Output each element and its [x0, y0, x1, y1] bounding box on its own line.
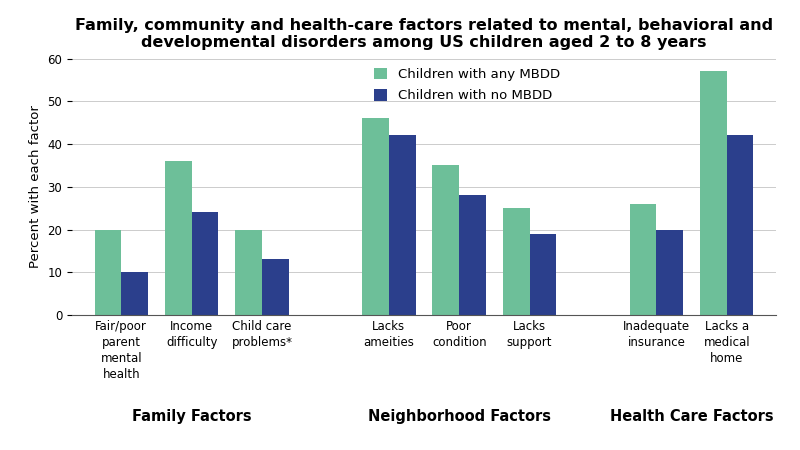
Text: Health Care Factors: Health Care Factors [610, 410, 774, 424]
Bar [122, 272, 148, 315]
Bar [459, 195, 486, 315]
Y-axis label: Percent with each factor: Percent with each factor [29, 105, 42, 268]
Bar [192, 212, 218, 315]
Bar [656, 230, 683, 315]
Bar [726, 135, 754, 315]
Bar [433, 166, 459, 315]
Bar [165, 161, 192, 315]
Legend: Children with any MBDD, Children with no MBDD: Children with any MBDD, Children with no… [374, 68, 560, 103]
Bar [700, 72, 726, 315]
Bar [389, 135, 415, 315]
Bar [262, 259, 289, 315]
Bar [503, 208, 530, 315]
Text: Family Factors: Family Factors [132, 410, 251, 424]
Text: Neighborhood Factors: Neighborhood Factors [368, 410, 550, 424]
Bar [94, 230, 122, 315]
Title: Family, community and health-care factors related to mental, behavioral and
deve: Family, community and health-care factor… [75, 18, 773, 50]
Bar [630, 204, 656, 315]
Bar [362, 118, 389, 315]
Bar [235, 230, 262, 315]
Bar [530, 234, 556, 315]
